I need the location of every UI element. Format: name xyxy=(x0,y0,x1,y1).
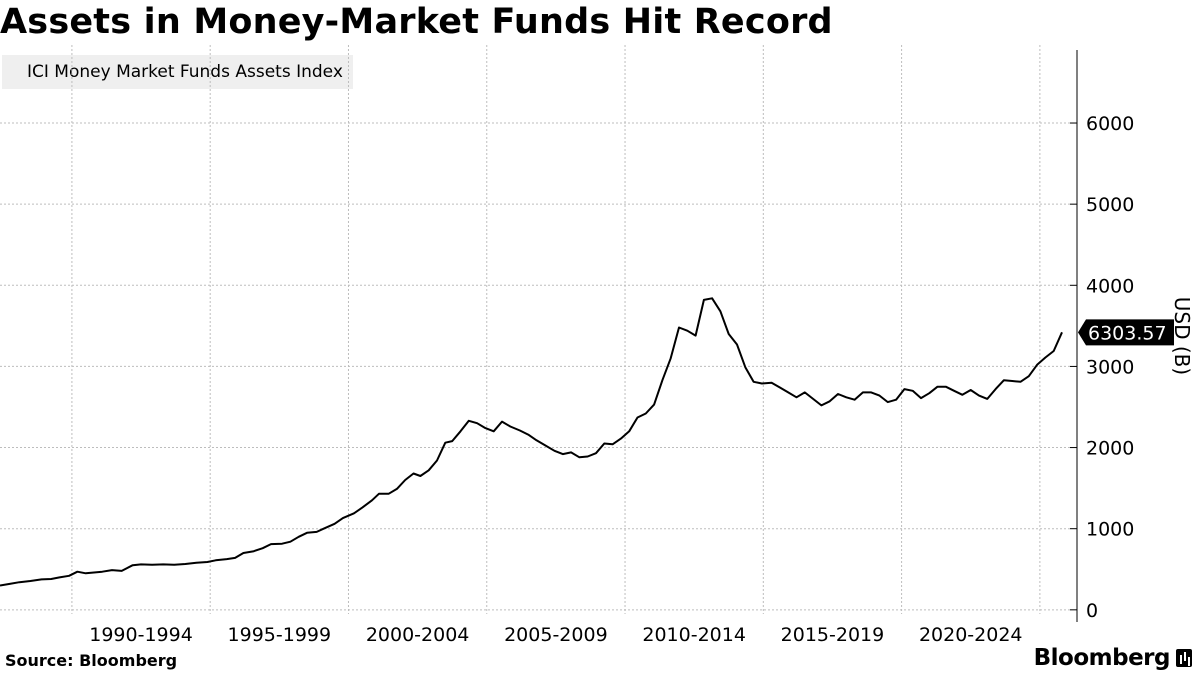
series-line xyxy=(0,297,1063,587)
y-tick-label: 3000 xyxy=(1086,356,1134,378)
x-tick-label: 2015-2019 xyxy=(781,624,885,646)
x-tick-label: 2005-2009 xyxy=(504,624,608,646)
series-layer xyxy=(0,297,1063,587)
x-tick-label: 2000-2004 xyxy=(366,624,470,646)
y-tick-label: 0 xyxy=(1086,600,1098,622)
last-value-callout: 6303.57 xyxy=(1078,319,1174,346)
source-note: Source: Bloomberg xyxy=(5,651,178,670)
x-axis: 1990-1994 1995-1999 2000-2004 2005-2009 2010… xyxy=(89,624,1022,646)
bloomberg-terminal-icon xyxy=(1176,649,1192,667)
legend: ICI Money Market Funds Assets Index xyxy=(2,55,353,89)
y-tick-label: 2000 xyxy=(1086,438,1134,460)
last-value-label: 6303.57 xyxy=(1088,322,1167,344)
y-tick-label: 4000 xyxy=(1086,275,1134,297)
legend-label: ICI Money Market Funds Assets Index xyxy=(27,62,343,82)
y-axis-label: USD (B) xyxy=(1170,297,1194,375)
callout-box xyxy=(1078,319,1174,346)
brand-logo: Bloomberg xyxy=(1034,645,1192,671)
y-tick-label: 1000 xyxy=(1086,519,1134,541)
x-tick-label: 1995-1999 xyxy=(228,624,332,646)
y-tick-label: 6000 xyxy=(1086,113,1134,135)
chart-title: Assets in Money-Market Funds Hit Record xyxy=(0,2,833,42)
y-tick-label: 5000 xyxy=(1086,194,1134,216)
x-tick-label: 1990-1994 xyxy=(89,624,193,646)
x-tick-label: 2020-2024 xyxy=(919,624,1023,646)
x-tick-label: 2010-2014 xyxy=(642,624,746,646)
y-axis: 0 1000 2000 3000 4000 5000 6000 xyxy=(1070,50,1134,622)
grid-layer xyxy=(0,45,1070,614)
brand-name: Bloomberg xyxy=(1033,645,1171,671)
